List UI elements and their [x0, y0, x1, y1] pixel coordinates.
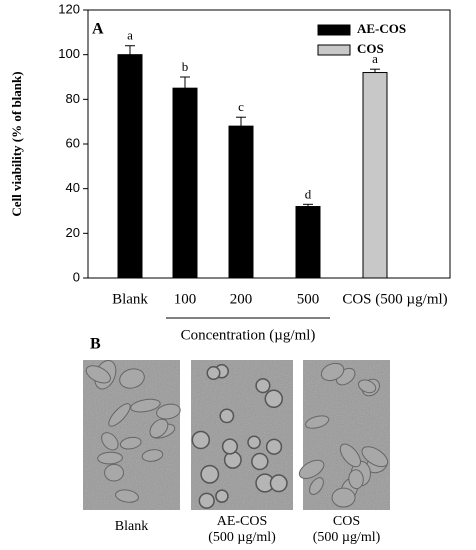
significance-label: a [127, 28, 133, 43]
cell [215, 489, 229, 503]
legend-label: COS [357, 41, 384, 56]
cell [251, 452, 269, 471]
cell [247, 435, 261, 450]
panel-label: A [92, 21, 104, 38]
legend-swatch [317, 24, 351, 36]
cell [255, 378, 271, 394]
cell [264, 389, 284, 409]
cell [104, 463, 124, 482]
cell [149, 418, 169, 439]
cell [331, 487, 356, 508]
x-tick-label: COS (500 µg/ml) [342, 291, 447, 307]
cell [298, 459, 325, 479]
legend-swatch [317, 44, 351, 56]
cell [200, 464, 220, 484]
cell [358, 379, 377, 394]
image-caption: (500 µg/ml) [208, 530, 276, 545]
micrograph [191, 360, 293, 510]
y-tick-label: 100 [58, 46, 80, 61]
y-tick-label: 20 [66, 225, 80, 240]
cell [348, 469, 364, 490]
y-tick-label: 40 [66, 180, 80, 195]
bar [295, 206, 321, 279]
cell [101, 432, 119, 451]
cell [309, 477, 324, 495]
cell [320, 362, 345, 382]
cell [206, 366, 221, 381]
cell [265, 438, 283, 455]
significance-label: c [238, 99, 244, 114]
bar [362, 72, 388, 279]
x-tick-label: Blank [112, 291, 148, 307]
micrograph [83, 359, 181, 510]
cell [119, 436, 142, 450]
image-caption: AE-COS [217, 514, 268, 529]
cell [339, 443, 361, 468]
cell [108, 403, 131, 427]
panel-label-b: B [90, 336, 101, 353]
y-tick-label: 120 [58, 1, 80, 16]
cell [219, 408, 235, 424]
legend-label: AE-COS [357, 21, 406, 36]
cell [198, 492, 215, 509]
cell [97, 451, 123, 465]
cell [269, 474, 288, 493]
bar [172, 87, 198, 279]
cell [115, 489, 139, 503]
micrograph [298, 360, 390, 510]
y-tick-label: 60 [66, 135, 80, 150]
significance-label: d [305, 186, 312, 201]
cell [156, 403, 181, 420]
cell [361, 446, 389, 468]
image-caption: COS [333, 514, 360, 529]
cell [191, 430, 211, 450]
cell [85, 365, 111, 384]
cell [305, 415, 330, 429]
image-caption: Blank [115, 519, 148, 534]
image-caption: (500 µg/ml) [313, 530, 381, 545]
cell [141, 449, 164, 462]
cell [221, 438, 239, 455]
cell [130, 398, 161, 413]
x-axis-label: Concentration (µg/ml) [181, 327, 316, 343]
y-tick-label: 80 [66, 91, 80, 106]
x-tick-label: 200 [230, 291, 253, 307]
bar [228, 125, 254, 279]
x-tick-label: 100 [174, 291, 197, 307]
cell [223, 450, 242, 469]
significance-label: a [372, 51, 378, 66]
y-axis-label: Cell viability (% of blank) [9, 71, 24, 216]
bar [117, 54, 143, 279]
significance-label: b [182, 59, 189, 74]
y-tick-label: 0 [73, 269, 80, 284]
x-tick-label: 500 [297, 291, 320, 307]
cell [119, 368, 145, 389]
